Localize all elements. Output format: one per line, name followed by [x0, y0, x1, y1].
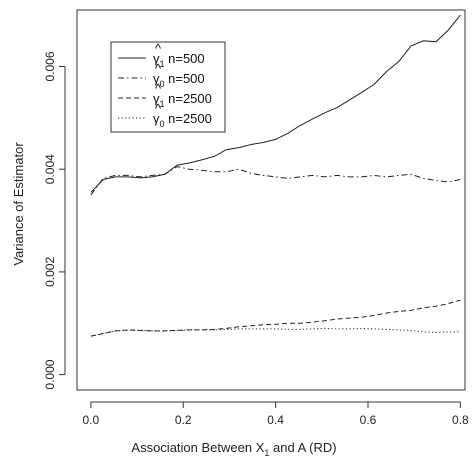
legend-box [110, 41, 226, 133]
x-tick-label: 0.4 [267, 413, 284, 427]
x-tick-label: 0.2 [175, 413, 192, 427]
x-tick-label: 0.0 [83, 413, 100, 427]
legend-hat-4: ^ [155, 101, 162, 116]
legend-hat-1: ^ [155, 41, 162, 56]
series-layer [90, 14, 461, 337]
legend-label-2: γ0 n=500 [153, 71, 205, 89]
legend-hat-2: ^ [155, 61, 162, 76]
legend-label-1: γ1 n=500 [153, 51, 205, 69]
x-tick-label: 0.6 [360, 413, 377, 427]
series-line-2 [90, 166, 461, 196]
x-tick-label: 0.8 [452, 413, 469, 427]
x-axis-title: Association Between X1 and A (RD) [131, 440, 336, 458]
y-axis: 0.000 0.002 0.004 0.006 [43, 51, 66, 390]
legend: ^γ1 n=500^γ0 n=500^γ1 n=2500^γ0 n=2500 [110, 41, 226, 133]
y-tick-label: 0.004 [43, 154, 57, 184]
legend-hat-3: ^ [155, 81, 162, 96]
series-line-1 [90, 14, 461, 193]
y-axis-title: Variance of Estimator [11, 142, 26, 266]
legend-label-3: γ1 n=2500 [153, 91, 212, 109]
series-line-4 [90, 327, 461, 337]
plot-frame [76, 9, 466, 391]
legend-label-4: γ0 n=2500 [153, 111, 212, 129]
series-line-3 [90, 299, 461, 337]
x-axis: 0.0 0.2 0.4 0.6 0.8 [83, 401, 469, 427]
y-tick-label: 0.002 [43, 257, 57, 287]
y-tick-label: 0.000 [43, 359, 57, 389]
y-tick-label: 0.006 [43, 51, 57, 81]
